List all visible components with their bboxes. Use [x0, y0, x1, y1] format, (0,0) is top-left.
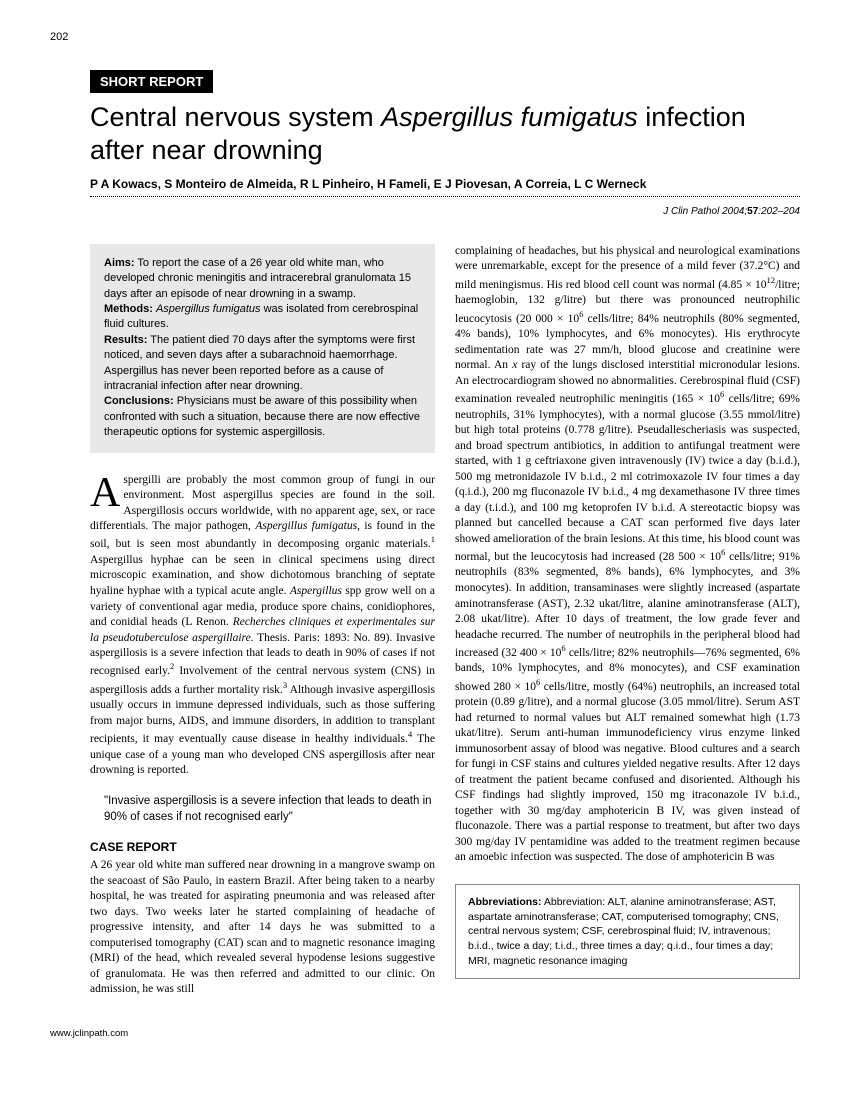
case-report-col1: A 26 year old white man suffered near dr… [90, 858, 435, 998]
page-number: 202 [50, 30, 800, 45]
authors-line: P A Kowacs, S Monteiro de Almeida, R L P… [90, 176, 800, 192]
intro-paragraph: Aspergilli are probably the most common … [90, 473, 435, 779]
divider [90, 196, 800, 197]
case-report-heading: CASE REPORT [90, 839, 435, 855]
section-badge: SHORT REPORT [90, 70, 213, 94]
content-columns: Aims: To report the case of a 26 year ol… [90, 244, 800, 998]
right-column: complaining of headaches, but his physic… [455, 244, 800, 998]
journal-citation: J Clin Pathol 2004;57:202–204 [90, 205, 800, 219]
left-column: Aims: To report the case of a 26 year ol… [90, 244, 435, 998]
article-title: Central nervous system Aspergillus fumig… [90, 101, 800, 166]
pullquote: "Invasive aspergillosis is a severe infe… [104, 793, 435, 825]
intro-text: spergilli are probably the most common g… [90, 474, 435, 777]
abstract-box: Aims: To report the case of a 26 year ol… [90, 244, 435, 453]
case-report-col2: complaining of headaches, but his physic… [455, 244, 800, 866]
dropcap: A [90, 473, 123, 512]
footer-url: www.jclinpath.com [50, 1028, 800, 1041]
abbreviations-box: Abbreviations: Abbreviation: ALT, alanin… [455, 884, 800, 979]
